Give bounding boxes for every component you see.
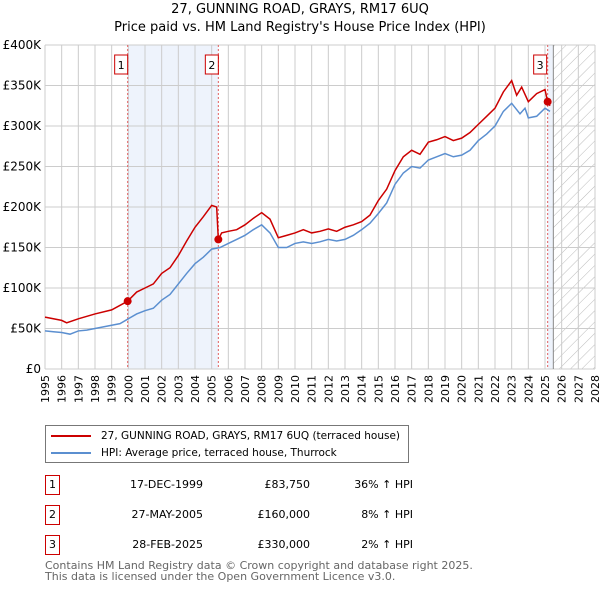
x-tick-label: 2013	[339, 375, 352, 403]
legend-label: 27, GUNNING ROAD, GRAYS, RM17 6UQ (terra…	[101, 430, 401, 442]
legend-item-property: 27, GUNNING ROAD, GRAYS, RM17 6UQ (terra…	[51, 428, 400, 444]
x-tick-label: 2026	[556, 375, 569, 403]
x-tick-label: 1997	[72, 375, 85, 403]
hpi-diff: 8% ↑ HPI	[361, 508, 413, 521]
x-tick-label: 2027	[572, 375, 585, 403]
sale-number: 3	[45, 535, 60, 555]
x-tick-label: 2006	[222, 375, 235, 403]
hpi-diff: 36% ↑ HPI	[354, 478, 413, 491]
x-tick-label: 2012	[322, 375, 335, 403]
x-tick-label: 2015	[372, 375, 385, 403]
x-tick-label: 2023	[506, 375, 519, 403]
y-tick-label: £350K	[3, 79, 43, 93]
x-tick-label: 2018	[422, 375, 435, 403]
x-tick-label: 1998	[89, 375, 102, 403]
x-tick-label: 2025	[539, 375, 552, 403]
y-tick-label: £300K	[3, 119, 43, 133]
sale-price: £330,000	[257, 538, 311, 551]
footer-line: Contains HM Land Registry data © Crown c…	[45, 559, 473, 572]
sale-number: 2	[45, 505, 60, 525]
footer-line: This data is licensed under the Open Gov…	[45, 570, 396, 583]
x-tick-label: 2010	[289, 375, 302, 403]
x-tick-label: 2009	[272, 375, 285, 403]
x-tick-label: 2003	[172, 375, 185, 403]
y-tick-label: £200K	[3, 200, 43, 214]
x-tick-label: 1999	[106, 375, 119, 403]
sale-label-box	[114, 54, 129, 75]
sale-label: 3	[537, 59, 544, 72]
x-tick-label: 2005	[206, 375, 219, 403]
sale-point	[214, 235, 223, 244]
hpi-line	[44, 102, 551, 335]
table-row: 1 17-DEC-1999 £83,750 36% ↑ HPI	[45, 475, 445, 495]
sale-label: 2	[208, 59, 215, 72]
property-price-line	[44, 79, 551, 324]
blue-line-swatch	[51, 452, 91, 454]
x-tick-label: 2021	[472, 375, 485, 403]
x-tick-label: 2007	[239, 375, 252, 403]
y-tick-label: £100K	[3, 281, 43, 295]
sale-price: £83,750	[264, 478, 311, 491]
x-tick-label: 2000	[122, 375, 135, 403]
sale-price: £160,000	[257, 508, 311, 521]
x-tick-label: 2017	[406, 375, 419, 403]
sale-label-box	[533, 54, 548, 75]
y-tick-label: £50K	[10, 322, 42, 336]
x-tick-label: 2024	[522, 375, 535, 403]
hpi-diff: 2% ↑ HPI	[361, 538, 413, 551]
sale-number: 1	[45, 475, 60, 495]
sale-point	[123, 297, 132, 306]
x-tick-label: 1995	[39, 375, 52, 403]
y-tick-label: £250K	[3, 160, 43, 174]
x-tick-label: 2014	[356, 375, 369, 403]
y-tick-label: £0	[26, 362, 41, 376]
sale-point	[543, 97, 552, 106]
table-row: 3 28-FEB-2025 £330,000 2% ↑ HPI	[45, 535, 445, 555]
x-tick-label: 2002	[156, 375, 169, 403]
sale-date: 17-DEC-1999	[129, 478, 203, 491]
x-tick-label: 2011	[306, 375, 319, 403]
x-tick-label: 1996	[56, 375, 69, 403]
sale-date: 28-FEB-2025	[132, 538, 203, 551]
sale-date: 27-MAY-2005	[131, 508, 203, 521]
x-tick-label: 2019	[439, 375, 452, 403]
red-line-swatch	[51, 435, 91, 437]
x-tick-label: 2001	[139, 375, 152, 403]
sale-label-box	[204, 54, 219, 75]
table-row: 2 27-MAY-2005 £160,000 8% ↑ HPI	[45, 505, 445, 525]
x-tick-label: 2022	[489, 375, 502, 403]
y-tick-label: £150K	[3, 241, 43, 255]
price-chart: 1995 1996 1997 1998 1999 2000 2001 2002 2003 2004…	[3, 38, 600, 403]
x-tick-label: 2028	[589, 375, 600, 403]
y-tick-label: £400K	[3, 38, 43, 52]
chart-title: 27, GUNNING ROAD, GRAYS, RM17 6UQ	[171, 2, 429, 17]
x-tick-label: 2004	[189, 375, 202, 403]
legend-label: HPI: Average price, terraced house, Thur…	[101, 447, 337, 459]
legend: 27, GUNNING ROAD, GRAYS, RM17 6UQ (terra…	[45, 425, 409, 463]
sale-label: 1	[118, 59, 125, 72]
chart-subtitle: Price paid vs. HM Land Registry's House …	[114, 20, 486, 35]
x-tick-label: 2016	[389, 375, 402, 403]
x-tick-label: 2008	[256, 375, 269, 403]
legend-item-hpi: HPI: Average price, terraced house, Thur…	[51, 445, 337, 461]
x-tick-label: 2020	[456, 375, 469, 403]
